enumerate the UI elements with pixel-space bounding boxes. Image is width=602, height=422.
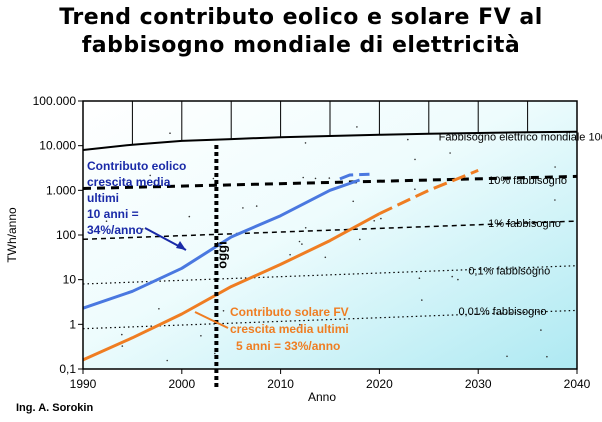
texture-dot bbox=[451, 275, 454, 278]
x-tick-label: 1990 bbox=[70, 377, 97, 391]
texture-dot bbox=[242, 207, 244, 209]
reference-line-label: 10% fabbisogno bbox=[488, 175, 567, 187]
texture-dot bbox=[380, 217, 382, 220]
texture-dot bbox=[540, 329, 542, 331]
plot-area bbox=[83, 101, 577, 369]
texture-dot bbox=[169, 132, 171, 134]
texture-dot bbox=[188, 215, 191, 218]
x-tick-label: 2020 bbox=[366, 377, 393, 391]
texture-dot bbox=[414, 188, 416, 190]
series-line-solar bbox=[82, 212, 381, 362]
reference-line bbox=[82, 174, 578, 190]
texture-dot bbox=[457, 278, 459, 281]
series-line-wind bbox=[82, 178, 361, 310]
annotation-wind-arrowhead bbox=[176, 241, 186, 250]
reference-line bbox=[82, 309, 578, 330]
texture-dot bbox=[304, 142, 307, 144]
y-tick-label: 1.000 bbox=[46, 183, 76, 197]
texture-dot bbox=[449, 152, 451, 154]
reference-line-label: 0,01% fabbisogno bbox=[458, 306, 546, 318]
annotation-wind-line: ultimi bbox=[87, 191, 119, 205]
texture-dot bbox=[414, 158, 416, 161]
x-tick-label: 2010 bbox=[267, 377, 294, 391]
texture-dot bbox=[149, 174, 151, 177]
texture-dot bbox=[359, 238, 361, 241]
texture-dot bbox=[314, 177, 317, 180]
texture-dot bbox=[121, 333, 123, 336]
texture-dot bbox=[418, 277, 421, 280]
texture-dot bbox=[298, 240, 301, 243]
texture-dot bbox=[324, 256, 327, 259]
texture-dot bbox=[328, 177, 331, 179]
x-tick-label: 2040 bbox=[564, 377, 591, 391]
y-tick-label: 100.000 bbox=[33, 94, 77, 108]
texture-dot bbox=[141, 228, 144, 230]
series-line-demand bbox=[82, 130, 578, 151]
chart-title-line-2: fabbisogno mondiale di elettricità bbox=[81, 33, 521, 58]
texture-dot bbox=[214, 352, 216, 355]
chart-title: Trend contributo eolico e solare FV al f… bbox=[0, 4, 602, 60]
texture-dot bbox=[546, 355, 548, 358]
texture-dot bbox=[407, 138, 409, 141]
texture-dot bbox=[506, 355, 508, 358]
y-tick-label: 10.000 bbox=[39, 139, 76, 153]
texture-dot bbox=[299, 323, 301, 326]
texture-dot bbox=[356, 126, 358, 128]
annotation-solar-line: 5 anni = 33%/anno bbox=[236, 339, 340, 353]
x-tick-label: 2000 bbox=[168, 377, 195, 391]
x-tick-label: 2030 bbox=[465, 377, 492, 391]
texture-dot bbox=[421, 299, 423, 301]
reference-line-label: 1% fabbisogno bbox=[488, 218, 561, 230]
y-axis-label: TWh/anno bbox=[5, 207, 19, 263]
texture-dot bbox=[352, 200, 355, 203]
texture-dot bbox=[212, 177, 215, 180]
annotation-wind-line: crescita media bbox=[87, 175, 171, 189]
annotation-wind-line: Contributo eolico bbox=[87, 159, 186, 173]
reference-line-label: Fabbisogno elettrico mondiale 100% bbox=[439, 132, 602, 144]
chart-title-line-1: Trend contributo eolico e solare FV al bbox=[59, 5, 543, 30]
texture-dot bbox=[139, 179, 141, 182]
texture-dot bbox=[166, 359, 168, 362]
annotation-solar-arrow bbox=[194, 311, 229, 329]
texture-dot bbox=[105, 220, 108, 222]
reference-line bbox=[82, 265, 578, 285]
texture-dot bbox=[200, 335, 202, 337]
annotation-wind-line: 10 anni = bbox=[87, 207, 139, 221]
reference-line bbox=[82, 220, 578, 241]
y-tick-label: 100 bbox=[56, 228, 76, 242]
texture-dot bbox=[158, 308, 160, 310]
texture-dot bbox=[302, 176, 305, 179]
texture-dot bbox=[373, 220, 376, 222]
texture-dot bbox=[121, 345, 124, 347]
texture-dot bbox=[222, 310, 225, 312]
series-projection-solar bbox=[378, 169, 479, 216]
y-tick-label: 1 bbox=[69, 317, 76, 331]
annotation-wind-line: 34%/anno bbox=[87, 223, 143, 237]
texture-dot bbox=[554, 166, 556, 168]
series-projection-wind bbox=[339, 172, 370, 181]
reference-line-label: 0,1% fabbisogno bbox=[468, 266, 550, 278]
texture-dot bbox=[301, 243, 303, 245]
texture-dot bbox=[255, 205, 258, 207]
texture-dot bbox=[289, 253, 291, 256]
annotation-solar-line: Contributo solare FV bbox=[230, 305, 349, 319]
texture-dot bbox=[554, 199, 556, 201]
annotation-solar-line: crescita media ultimi bbox=[230, 322, 349, 336]
author-label: Ing. A. Sorokin bbox=[16, 402, 94, 414]
x-axis-label: Anno bbox=[308, 390, 336, 404]
oggi-marker-label: oggi bbox=[214, 241, 229, 268]
y-tick-label: 0,1 bbox=[59, 362, 76, 376]
y-tick-label: 10 bbox=[63, 273, 77, 287]
texture-dot bbox=[304, 227, 307, 229]
